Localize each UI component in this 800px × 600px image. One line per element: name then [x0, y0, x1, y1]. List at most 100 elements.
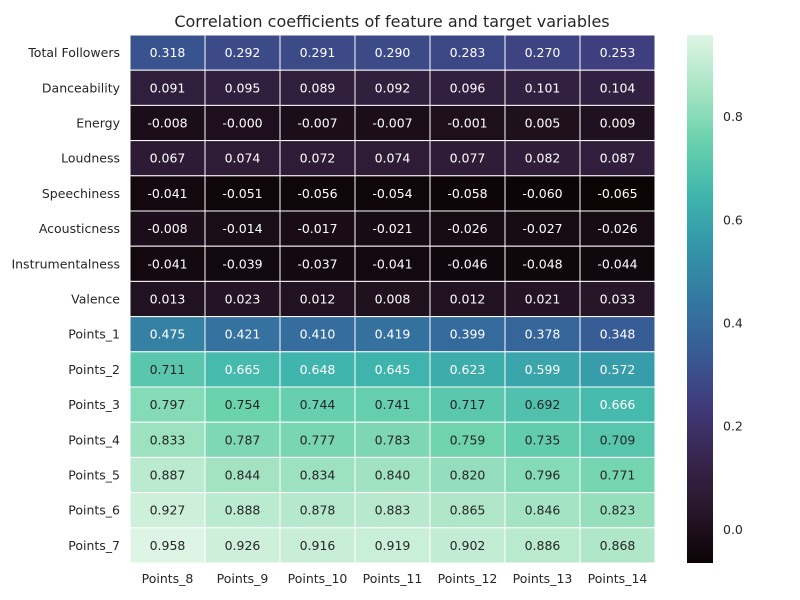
cell-value-label: 0.572 — [600, 362, 636, 377]
chart-title: Correlation coefficients of feature and … — [174, 12, 609, 31]
cell-value-label: -0.051 — [222, 186, 262, 201]
heatmap-cell — [204, 421, 281, 458]
heatmap-cell — [279, 34, 356, 71]
cell-value-label: -0.001 — [447, 116, 487, 131]
heatmap-cell — [504, 527, 581, 564]
cell-value-label: 0.378 — [525, 327, 561, 342]
cell-value-label: 0.796 — [525, 468, 561, 483]
y-tick-label: Speechiness — [42, 186, 120, 201]
cell-value-label: 0.958 — [150, 538, 186, 553]
cell-value-label: 0.421 — [225, 327, 261, 342]
heatmap-cell — [204, 280, 281, 318]
heatmap-cell — [429, 210, 506, 247]
cell-value-label: 0.777 — [300, 432, 336, 447]
cell-value-label: -0.060 — [522, 186, 562, 201]
heatmap-cell — [204, 386, 281, 423]
cell-value-label: 0.599 — [525, 362, 561, 377]
cell-value-label: 0.087 — [600, 151, 636, 166]
heatmap-cell — [429, 351, 506, 388]
cell-value-label: 0.101 — [525, 80, 561, 95]
y-axis-tick-labels: Total Followers Danceability Energy Loudnes… — [11, 45, 120, 553]
heatmap-cell — [579, 456, 656, 494]
cell-value-label: 0.005 — [525, 116, 561, 131]
heatmap-cell — [429, 421, 506, 458]
heatmap-cell — [504, 386, 581, 423]
cell-value-label: 0.787 — [225, 432, 261, 447]
cell-value-label: 0.820 — [450, 468, 486, 483]
heatmap-cell — [204, 140, 281, 177]
cell-value-label: 0.067 — [150, 151, 186, 166]
cell-value-label: -0.041 — [147, 256, 187, 271]
y-tick-label: Points_7 — [68, 538, 120, 553]
cell-value-label: 0.410 — [300, 327, 336, 342]
heatmap-cell — [204, 527, 281, 564]
colorbar-gradient — [687, 35, 713, 563]
heatmap-cell — [429, 69, 506, 106]
x-tick-label: Points_8 — [142, 571, 194, 586]
cell-value-label: 0.717 — [450, 397, 486, 412]
heatmap-cell — [129, 456, 206, 494]
heatmap-cell — [204, 34, 281, 71]
heatmap-cell — [579, 104, 656, 142]
heatmap-cell — [279, 245, 356, 282]
cell-value-label: 0.666 — [600, 397, 636, 412]
cell-value-label: -0.017 — [297, 221, 337, 236]
cell-value-label: 0.865 — [450, 503, 486, 518]
heatmap-cell — [354, 456, 431, 494]
heatmap-cell — [429, 386, 506, 423]
heatmap-cell — [504, 421, 581, 458]
x-tick-label: Points_11 — [363, 571, 423, 586]
heatmap-cell — [504, 34, 581, 71]
heatmap-cells: 0.318 0.292 0.291 0.290 0.283 0.270 0.253 0.091… — [129, 34, 656, 564]
cell-value-label: -0.048 — [522, 256, 562, 271]
y-tick-label: Points_2 — [68, 362, 120, 377]
cell-value-label: 0.292 — [225, 45, 261, 60]
heatmap-cell — [429, 245, 506, 282]
cell-value-label: 0.092 — [375, 80, 411, 95]
heatmap-cell — [354, 386, 431, 423]
heatmap-cell — [579, 280, 656, 318]
heatmap-cell — [129, 527, 206, 564]
cell-value-label: -0.000 — [222, 116, 262, 131]
heatmap-cell — [429, 492, 506, 529]
heatmap-cell — [204, 210, 281, 247]
cell-value-label: 0.741 — [375, 397, 411, 412]
cell-value-label: 0.270 — [525, 45, 561, 60]
cell-value-label: 0.072 — [300, 151, 336, 166]
cell-value-label: 0.023 — [225, 292, 261, 307]
cell-value-label: 0.868 — [600, 538, 636, 553]
heatmap-cell — [504, 140, 581, 177]
cell-value-label: -0.041 — [372, 256, 412, 271]
heatmap-cell — [429, 456, 506, 494]
cell-value-label: -0.039 — [222, 256, 262, 271]
cell-value-label: -0.027 — [522, 221, 562, 236]
y-tick-label: Acousticness — [39, 221, 120, 236]
heatmap-cell — [279, 456, 356, 494]
heatmap-cell — [429, 316, 506, 353]
heatmap-cell — [129, 34, 206, 71]
y-tick-label: Points_1 — [68, 327, 120, 342]
cell-value-label: 0.645 — [375, 362, 411, 377]
cell-value-label: -0.037 — [297, 256, 337, 271]
cell-value-label: 0.840 — [375, 468, 411, 483]
cell-value-label: 0.833 — [150, 432, 186, 447]
heatmap-cell — [579, 69, 656, 106]
cell-value-label: -0.058 — [447, 186, 487, 201]
cell-value-label: 0.012 — [450, 292, 486, 307]
cell-value-label: 0.797 — [150, 397, 186, 412]
cell-value-label: 0.919 — [375, 538, 411, 553]
heatmap-cell — [279, 69, 356, 106]
colorbar-tick-label: 0.2 — [723, 419, 743, 434]
cell-value-label: -0.007 — [297, 116, 337, 131]
cell-value-label: 0.009 — [600, 116, 636, 131]
x-axis-tick-labels: Points_8 Points_9 Points_10 Points_11 Points… — [142, 571, 648, 586]
cell-value-label: 0.091 — [150, 80, 186, 95]
y-tick-label: Points_3 — [68, 397, 120, 412]
cell-value-label: 0.104 — [600, 80, 636, 95]
cell-value-label: 0.318 — [150, 45, 186, 60]
y-tick-label: Danceability — [42, 80, 121, 95]
heatmap-cell — [129, 210, 206, 247]
cell-value-label: 0.008 — [375, 292, 411, 307]
cell-value-label: 0.283 — [450, 45, 486, 60]
cell-value-label: 0.665 — [225, 362, 261, 377]
